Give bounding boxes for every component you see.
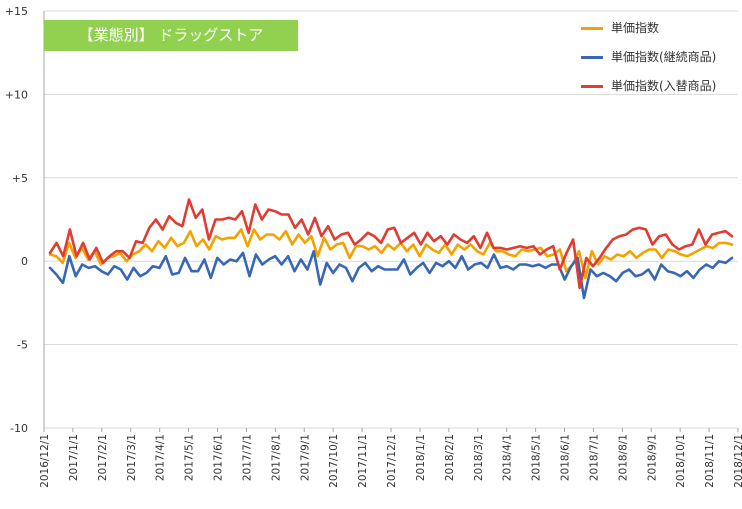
x-tick-label: 2017/6/1 [213,434,225,481]
x-tick-label: 2017/11/1 [357,434,369,488]
series-line-continuing-products [48,249,734,300]
x-axis-tick-labels: 2016/12/1 2017/1/1 2017/2/1 2017/3/1 2017/4/… [39,428,742,488]
legend-item-unit-price-index: 単価指数 [575,18,735,38]
legend-label-continuing-products: 単価指数(継続商品) [611,50,717,64]
legend-label-replaced-products: 単価指数(入替商品) [611,79,717,93]
y-tick-label: 0 [21,255,28,268]
x-tick-label: 2017/2/1 [97,434,109,481]
legend-swatch-continuing-products [581,56,603,59]
chart-title-box: 【業態別】 ドラッグストア [44,20,298,51]
y-tick-label: +5 [12,172,28,185]
series-lines [48,198,734,300]
x-tick-label: 2018/1/1 [415,434,427,481]
x-tick-label: 2017/5/1 [184,434,196,481]
legend-item-replaced-products: 単価指数(入替商品) [575,76,735,96]
x-tick-label: 2018/7/1 [588,434,600,481]
series-line-unit-price-index [48,228,734,280]
x-tick-label: 2018/11/1 [704,434,716,488]
x-tick-label: 2017/8/1 [270,434,282,481]
legend-swatch-replaced-products [581,85,603,88]
x-tick-label: 2017/7/1 [241,434,253,481]
gridlines [43,10,738,429]
y-tick-label: -5 [17,339,28,352]
chart-title: 【業態別】 ドラッグストア [78,26,264,44]
legend-label-unit-price-index: 単価指数 [611,21,660,35]
y-tick-label: +10 [5,88,28,101]
y-tick-label: -10 [10,422,28,435]
x-tick-label: 2018/12/1 [733,434,742,488]
x-tick-label: 2018/10/1 [675,434,687,488]
x-tick-label: 2017/1/1 [68,434,80,481]
x-tick-label: 2018/9/1 [646,434,658,481]
y-axis-tick-labels: -10 -5 0 +5 +10 +15 [5,5,28,435]
legend-item-continuing-products: 単価指数(継続商品) [575,47,735,67]
x-tick-label: 2017/9/1 [299,434,311,481]
x-tick-label: 2017/4/1 [155,434,167,481]
x-tick-label: 2018/5/1 [531,434,543,481]
x-tick-label: 2018/6/1 [560,434,572,481]
x-tick-label: 2018/4/1 [502,434,514,481]
x-tick-label: 2018/3/1 [473,434,485,481]
x-tick-label: 2017/10/1 [328,434,340,488]
x-tick-label: 2017/12/1 [386,434,398,488]
x-tick-label: 2016/12/1 [39,434,51,488]
series-line-replaced-products [48,198,734,290]
y-tick-label: +15 [5,5,28,18]
x-tick-label: 2017/3/1 [126,434,138,481]
x-tick-label: 2018/8/1 [617,434,629,481]
x-tick-label: 2018/2/1 [444,434,456,481]
legend-swatch-unit-price-index [581,27,603,30]
